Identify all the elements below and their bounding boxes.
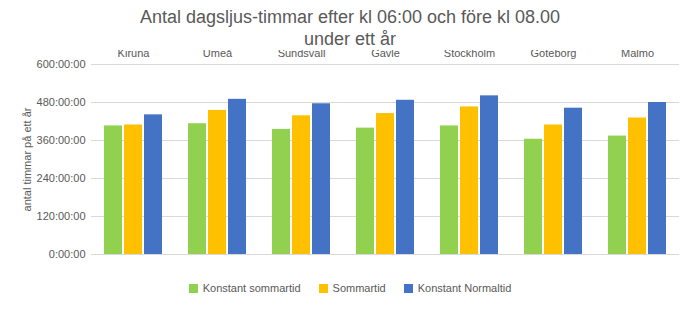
html-text:Konstant sommartid: Konstant sommartid xyxy=(202,282,301,294)
html-text:Sommartid: Sommartid xyxy=(332,282,386,294)
svg-text:Stockholm: Stockholm xyxy=(444,50,495,59)
html-text:Antal dagsljus-timmar efter kl: Antal dagsljus-timmar efter kl 06:00 och… xyxy=(139,7,561,49)
svg-text:0:00:00: 0:00:00 xyxy=(49,248,86,260)
svg-text:Göteborg: Göteborg xyxy=(531,50,577,59)
svg-text:Gävle: Gävle xyxy=(371,50,400,59)
svg-text:480:00:00: 480:00:00 xyxy=(37,96,86,108)
svg-text:antal timmar på ett år: antal timmar på ett år xyxy=(21,107,33,211)
svg-text:Malmö: Malmö xyxy=(621,50,654,59)
svg-text:240:00:00: 240:00:00 xyxy=(37,172,86,184)
html-text:Konstant Normaltid: Konstant Normaltid xyxy=(417,282,512,294)
svg-text:Sundsvall: Sundsvall xyxy=(278,50,326,59)
svg-text:Umeå: Umeå xyxy=(203,50,233,59)
svg-text:600:00:00: 600:00:00 xyxy=(37,58,86,70)
svg-text:360:00:00: 360:00:00 xyxy=(37,134,86,146)
svg-text:120:00:00: 120:00:00 xyxy=(37,210,86,222)
svg-text:Kiruna: Kiruna xyxy=(118,50,151,59)
